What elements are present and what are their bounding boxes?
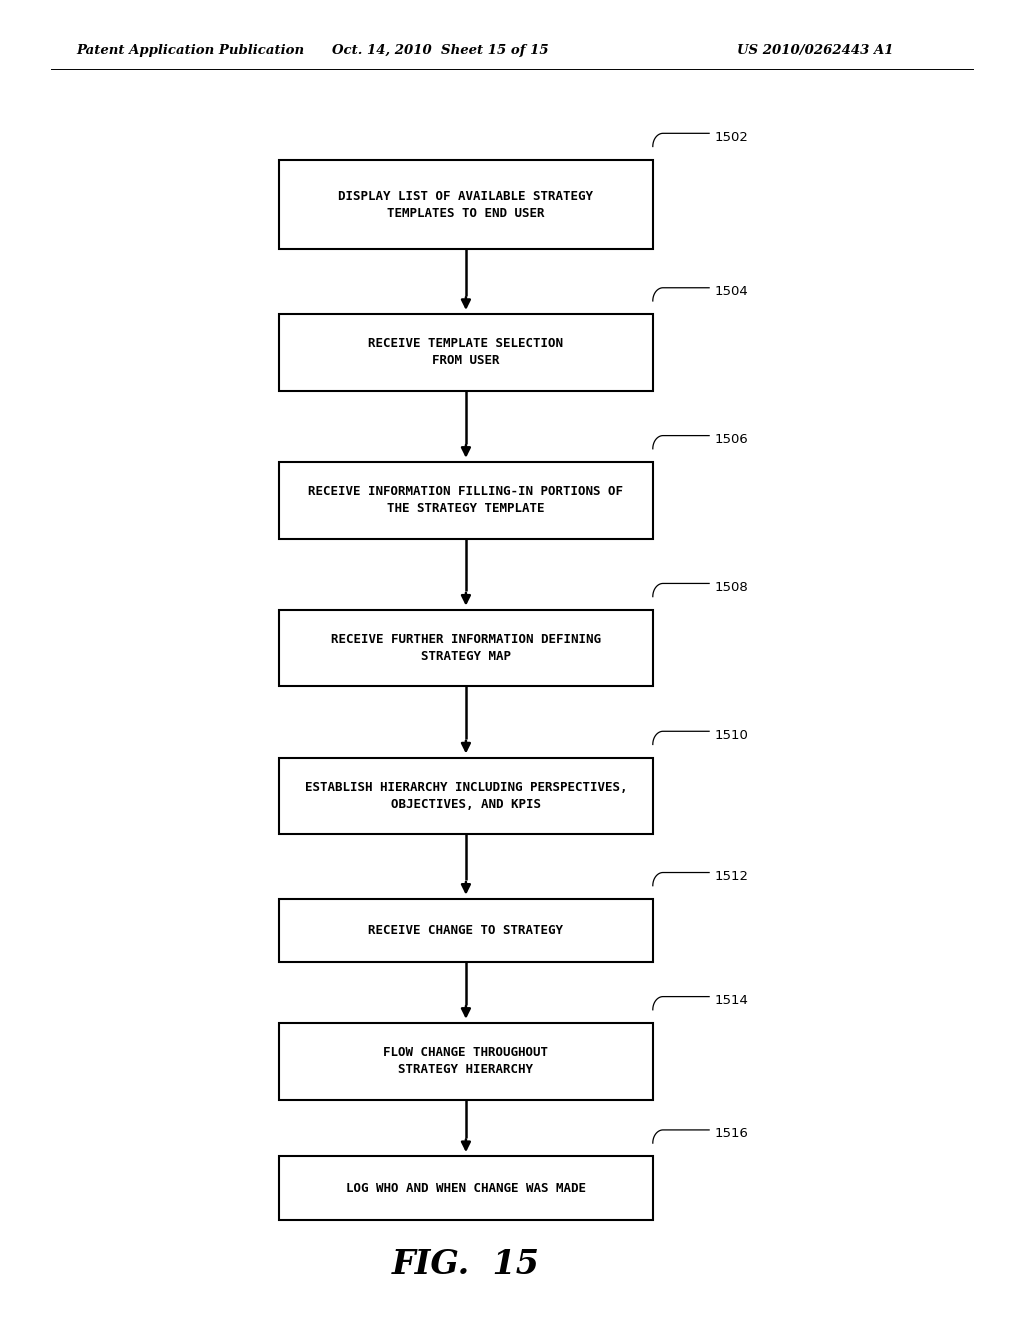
Text: 1516: 1516 — [715, 1127, 749, 1140]
Text: LOG WHO AND WHEN CHANGE WAS MADE: LOG WHO AND WHEN CHANGE WAS MADE — [346, 1181, 586, 1195]
FancyArrowPatch shape — [462, 882, 470, 892]
Text: 1512: 1512 — [715, 870, 749, 883]
Text: Oct. 14, 2010  Sheet 15 of 15: Oct. 14, 2010 Sheet 15 of 15 — [332, 44, 549, 57]
Text: US 2010/0262443 A1: US 2010/0262443 A1 — [737, 44, 894, 57]
Bar — [279, 610, 653, 686]
Text: RECEIVE INFORMATION FILLING-IN PORTIONS OF
THE STRATEGY TEMPLATE: RECEIVE INFORMATION FILLING-IN PORTIONS … — [308, 486, 624, 515]
Bar — [279, 160, 653, 249]
FancyArrowPatch shape — [462, 741, 470, 751]
Bar — [279, 314, 653, 391]
FancyArrowPatch shape — [462, 445, 470, 455]
Bar — [279, 758, 653, 834]
Text: FLOW CHANGE THROUGHOUT
STRATEGY HIERARCHY: FLOW CHANGE THROUGHOUT STRATEGY HIERARCH… — [383, 1047, 549, 1076]
Bar — [279, 899, 653, 962]
Bar — [279, 1156, 653, 1220]
Text: 1506: 1506 — [715, 433, 748, 446]
Text: RECEIVE CHANGE TO STRATEGY: RECEIVE CHANGE TO STRATEGY — [369, 924, 563, 937]
Text: Patent Application Publication: Patent Application Publication — [77, 44, 305, 57]
Text: 1502: 1502 — [715, 131, 749, 144]
Text: 1508: 1508 — [715, 581, 748, 594]
Text: 1510: 1510 — [715, 729, 749, 742]
Text: 1504: 1504 — [715, 285, 748, 298]
Text: ESTABLISH HIERARCHY INCLUDING PERSPECTIVES,
OBJECTIVES, AND KPIS: ESTABLISH HIERARCHY INCLUDING PERSPECTIV… — [305, 781, 627, 810]
Text: 1514: 1514 — [715, 994, 749, 1007]
Text: FIG.  15: FIG. 15 — [392, 1249, 540, 1280]
Text: DISPLAY LIST OF AVAILABLE STRATEGY
TEMPLATES TO END USER: DISPLAY LIST OF AVAILABLE STRATEGY TEMPL… — [338, 190, 594, 219]
Bar — [279, 1023, 653, 1100]
Bar — [279, 462, 653, 539]
Text: RECEIVE FURTHER INFORMATION DEFINING
STRATEGY MAP: RECEIVE FURTHER INFORMATION DEFINING STR… — [331, 634, 601, 663]
FancyArrowPatch shape — [462, 1006, 470, 1016]
Text: RECEIVE TEMPLATE SELECTION
FROM USER: RECEIVE TEMPLATE SELECTION FROM USER — [369, 338, 563, 367]
FancyArrowPatch shape — [462, 593, 470, 603]
FancyArrowPatch shape — [462, 297, 470, 308]
FancyArrowPatch shape — [462, 1139, 470, 1150]
